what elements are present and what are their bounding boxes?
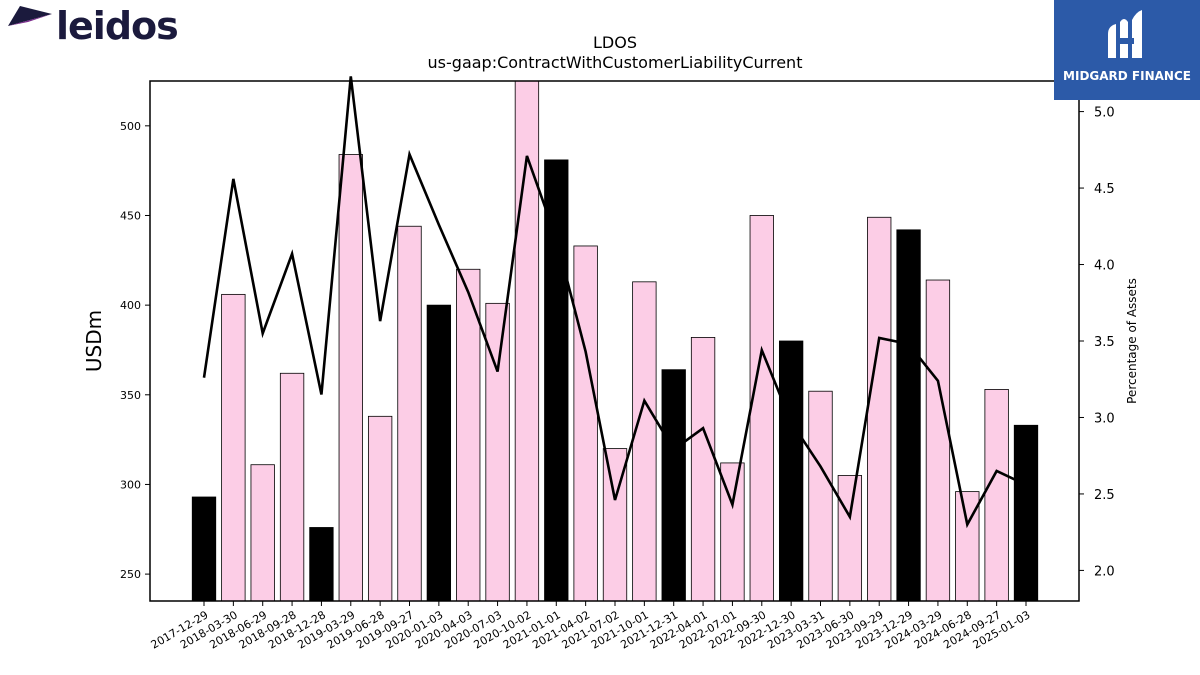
bar-2017-12-29 [191,496,217,602]
line-group [202,76,1027,529]
y-tick-label: 450 [120,209,141,222]
bar-2024-03-29 [925,279,951,602]
bar-2021-04-02 [573,245,598,602]
bar-2021-01-01 [544,159,569,602]
bar-2018-03-30 [221,293,246,602]
bar-2019-09-27 [397,225,422,602]
bar-2022-09-30 [749,215,774,602]
y-axis-label: USDm [82,310,106,372]
bar-2022-04-01 [690,337,716,602]
y-tick-label: 300 [120,478,141,491]
bar-2018-12-28 [309,527,334,602]
y2-tick-label: 3.5 [1094,335,1115,350]
chart-title: LDOS [593,33,637,52]
midgard-finance-logo: MIDGARD FINANCE [1054,0,1200,100]
bar-2018-09-28 [279,372,305,602]
y2-tick-label: 5.0 [1094,106,1115,121]
y2-tick-label: 3.0 [1094,411,1115,426]
chart-subtitle: us-gaap:ContractWithCustomerLiabilityCur… [428,53,803,72]
y-tick-label: 500 [120,120,141,133]
bar-2025-01-03 [1013,424,1039,602]
bar-2019-03-29 [338,154,363,602]
leidos-logo [6,4,176,52]
percentage-of-assets-line [202,76,1027,529]
y2-tick-label: 4.5 [1094,182,1115,197]
bar-2023-09-29 [867,216,892,602]
bar-2019-06-28 [367,415,393,602]
y-tick-label: 350 [120,389,141,402]
midgard-mark-icon [1108,10,1142,58]
y-axis-left: 250 300 350 400 450 500 [120,120,150,581]
bar-2020-04-03 [456,268,481,602]
leidos-logo-text: leidos [56,4,179,48]
bar-2023-03-31 [808,390,833,602]
bar-2020-01-03 [426,304,452,602]
bars-group [191,80,1039,602]
bar-2021-12-31 [661,369,686,602]
bar-2024-09-27 [984,389,1009,602]
y2-tick-label: 2.0 [1094,564,1115,579]
bar-2023-06-30 [837,475,863,602]
midgard-logo-text: MIDGARD FINANCE [1063,69,1191,83]
bar-2021-10-01 [632,281,657,602]
bar-2022-12-30 [778,340,804,602]
x-axis: 2017-12-292018-03-302018-06-292018-09-28… [149,601,1033,652]
y2-tick-label: 4.0 [1094,259,1115,274]
leidos-arrow-icon [8,6,52,26]
bar-2023-12-29 [896,229,921,602]
bar-2018-06-29 [250,464,275,602]
y-tick-label: 400 [120,299,141,312]
y2-tick-label: 2.5 [1094,488,1115,503]
y2-axis-label: Percentage of Assets [1125,278,1139,404]
y-tick-label: 250 [120,568,141,581]
y-axis-right: 2.0 2.5 3.0 3.5 4.0 4.5 5.0 [1079,106,1115,579]
